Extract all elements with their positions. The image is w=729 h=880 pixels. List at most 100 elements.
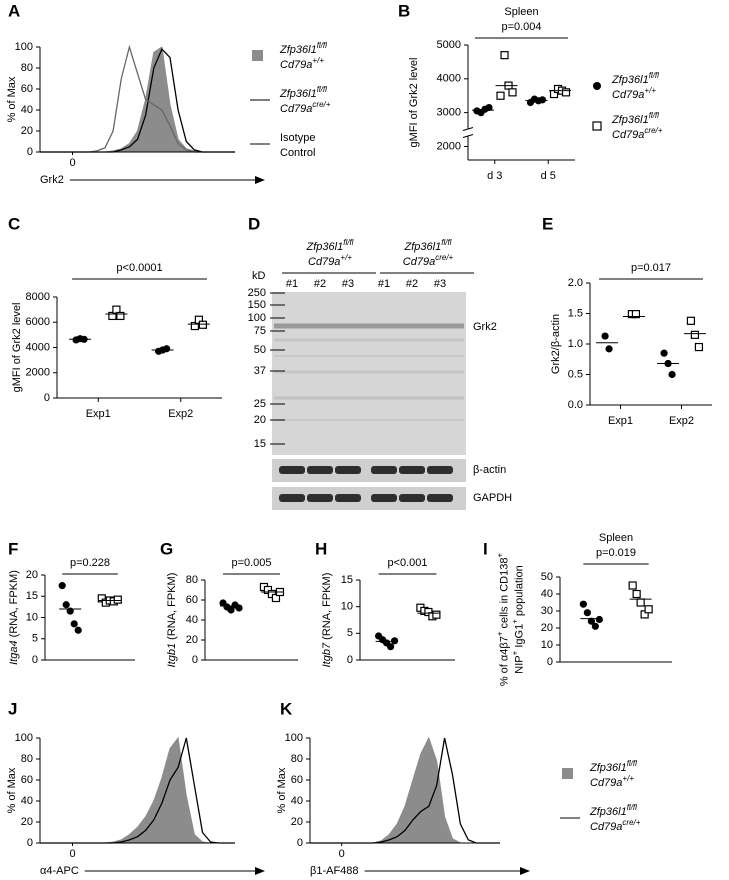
group-label: Zfp36l1fl/fl [404,238,452,253]
legend-label-part: fl/fl [627,759,637,768]
x-tick-label: 0 [339,848,345,860]
legend-label-part: Cd79a [612,129,644,141]
y-tick-label: 0 [192,654,198,666]
point [595,615,603,624]
point [62,601,70,609]
y-axis-label-part: (RNA, FPKM) [166,573,178,643]
legend-label-part: fl/fl [627,803,637,812]
y-axis-label-part: cells in CD138 [498,558,510,632]
ladder-label: 150 [248,299,266,311]
point [605,345,613,353]
legend-label-part: Zfp36l1 [589,806,627,818]
legend-label-part: Zfp36l1 [279,88,317,100]
legend-label: Cd79a+/+ [590,774,634,789]
y-axis-label-part: NIP [513,655,525,673]
lane-label: #3 [342,278,354,290]
arrow-head [255,867,265,875]
point [628,581,637,590]
band [274,355,464,357]
histogram-area [40,736,235,844]
legend-label: Cd79a+/+ [612,86,656,101]
y-tick-label: 15 [26,590,38,602]
legend-label-part: Cd79a [590,821,622,833]
y-tick-label: 20 [186,634,198,646]
group-label: Cd79a+/+ [308,253,352,268]
blot-strip [272,487,466,510]
y-tick-label: 60 [21,774,33,786]
chart-title: Spleen [504,6,538,18]
x-axis-label: Grk2 [40,174,64,186]
y-tick-label: 1.5 [568,307,583,319]
point [644,605,653,614]
y-axis-label: % of α4β7+ cells in CD138+ [495,553,510,687]
y-tick-label: 2000 [437,140,461,152]
band [399,466,425,474]
legend-label-part: Zfp36l1 [611,114,649,126]
band [274,419,464,421]
panel-letter: F [8,539,18,558]
y-tick-label: 15 [341,574,353,586]
p-value: p<0.0001 [116,262,162,274]
y-axis-label: gMFI of Grk2 level [11,303,23,393]
lane-label: #1 [286,278,298,290]
y-tick-label: 100 [15,732,33,744]
point [500,51,509,60]
point [690,330,700,339]
legend-label: Cd79acre/+ [590,818,641,833]
band-label: β-actin [473,464,506,476]
point [198,320,207,329]
point [636,598,645,607]
point [561,88,571,97]
group-label-part: Cd79a [403,256,435,268]
blot-strip [272,459,466,482]
y-axis-label-part: + [495,631,504,636]
y-tick-label: 10 [341,601,353,613]
point [579,600,587,608]
y-tick-label: 20 [541,622,553,634]
ladder-label: 50 [254,344,266,356]
legend-label: Zfp36l1fl/fl [611,71,659,86]
legend-label: Zfp36l1fl/fl [611,111,659,126]
y-axis-label-part: + [495,553,504,558]
y-tick-label: 40 [541,588,553,600]
y-tick-label: 0 [297,837,303,849]
group-label-part: fl/fl [343,238,353,247]
arrow-head [255,176,265,184]
y-tick-label: 20 [291,816,303,828]
point [227,606,235,614]
legend-label: Zfp36l1fl/fl [589,759,637,774]
point [74,626,82,634]
panel-letter: B [398,1,410,20]
legend-label-part: Isotype [280,132,315,144]
y-tick-label: 20 [21,125,33,137]
point [660,349,668,357]
y-tick-label: 10 [26,611,38,623]
point [508,88,517,97]
panel-letter: C [8,214,20,233]
y-tick-label: 0 [347,654,353,666]
y-tick-label: 40 [21,795,33,807]
legend-label-part: Cd79a [590,777,622,789]
legend-label-part: fl/fl [649,111,659,120]
legend-label-part: Zfp36l1 [279,44,317,56]
band [274,370,464,374]
y-tick-label: 20 [21,816,33,828]
ladder-label: 100 [248,312,266,324]
group-label-part: fl/fl [441,238,451,247]
band [274,338,464,342]
axis-break-mark [462,126,474,131]
group-label-part: Zfp36l1 [306,241,344,253]
legend-label-part: Control [280,147,315,159]
point [591,622,599,630]
ladder-label: 15 [254,438,266,450]
y-tick-label: 4000 [26,341,50,353]
point [587,617,595,625]
ladder-unit: kD [252,270,266,282]
band [335,494,361,502]
band [427,466,453,474]
p-value: p=0.019 [596,547,636,559]
y-tick-label: 3000 [437,107,461,119]
x-tick-label: Exp1 [608,415,633,427]
y-tick-label: 60 [21,83,33,95]
